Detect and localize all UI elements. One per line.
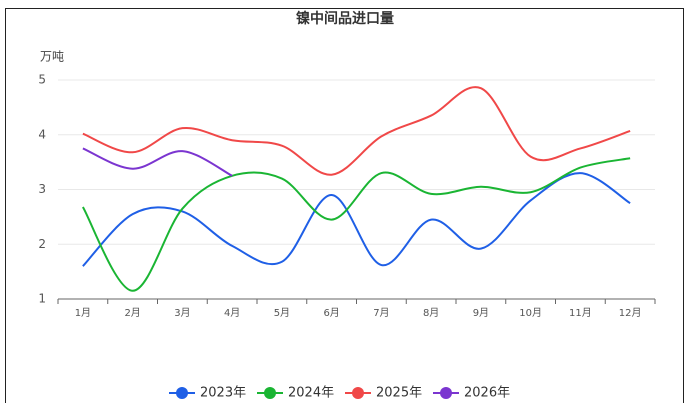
x-tick-label: 10月 <box>519 307 542 319</box>
y-tick-label: 5 <box>38 73 46 87</box>
x-tick-label: 12月 <box>619 307 642 319</box>
series-line <box>82 147 233 177</box>
y-axis-label: 万吨 <box>40 50 64 64</box>
x-tick-label: 7月 <box>373 307 389 319</box>
x-tick-label: 1月 <box>75 307 91 319</box>
y-tick-label: 2 <box>38 237 46 251</box>
legend-label: 2023年 <box>200 386 246 401</box>
legend-dot <box>352 387 364 399</box>
series-line <box>82 172 631 267</box>
x-tick-label: 9月 <box>473 307 489 319</box>
frame <box>5 8 684 403</box>
y-tick-label: 1 <box>38 292 46 306</box>
x-tick-label: 8月 <box>423 307 439 319</box>
legend-label: 2025年 <box>376 386 422 401</box>
series-line <box>82 157 631 292</box>
x-tick-label: 6月 <box>323 307 339 319</box>
x-tick-label: 3月 <box>174 307 190 319</box>
legend-label: 2026年 <box>464 386 510 401</box>
legend-label: 2024年 <box>288 386 334 401</box>
chart-title: 镍中间品进口量 <box>296 10 394 27</box>
y-tick-label: 3 <box>38 182 46 196</box>
x-tick-label: 2月 <box>124 307 140 319</box>
y-tick-label: 4 <box>38 127 46 141</box>
x-tick-label: 5月 <box>274 307 290 319</box>
x-tick-label: 4月 <box>224 307 240 319</box>
x-tick-label: 11月 <box>569 307 592 319</box>
legend-dot <box>264 387 276 399</box>
legend-dot <box>176 387 188 399</box>
legend-dot <box>440 387 452 399</box>
series-line <box>82 86 631 176</box>
